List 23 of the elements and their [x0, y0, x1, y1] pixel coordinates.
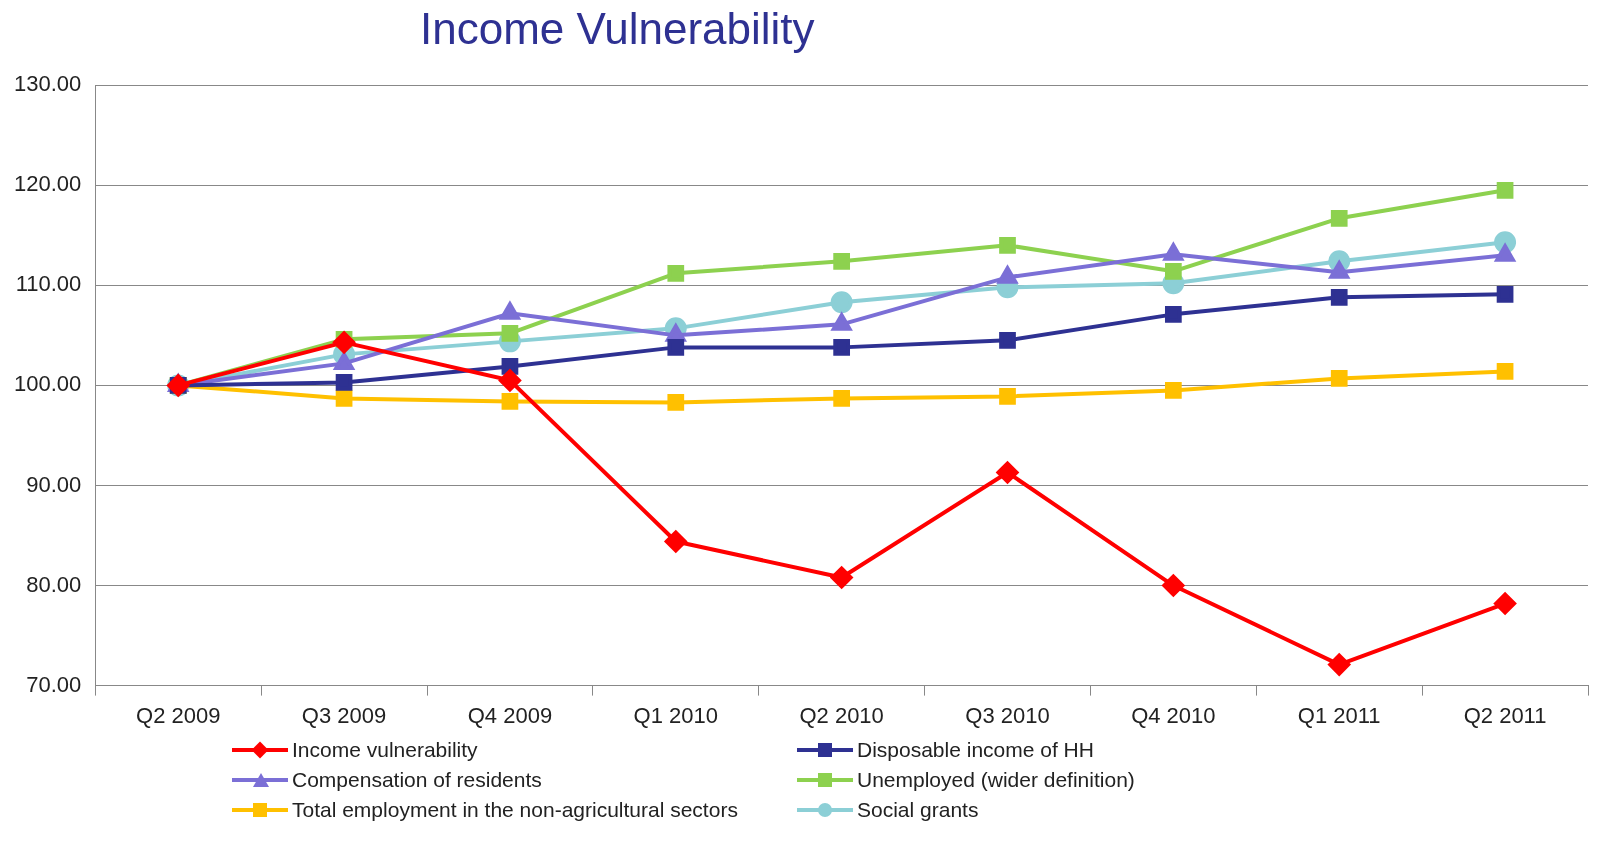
legend-label: Income vulnerability — [292, 738, 478, 762]
legend-label: Compensation of residents — [292, 768, 542, 792]
legend-label: Unemployed (wider definition) — [857, 768, 1135, 792]
x-tick-label: Q2 2011 — [1463, 702, 1547, 728]
y-tick-label: 70.00 — [26, 671, 82, 697]
y-tick-label: 120.00 — [13, 171, 82, 197]
legend-label: Total employment in the non-agricultural sectors — [292, 798, 738, 822]
y-tick-label: 100.00 — [13, 371, 82, 397]
legend-label: Disposable income of HH — [857, 738, 1094, 762]
y-tick-label: 110.00 — [15, 271, 82, 297]
x-tick-label: Q2 2010 — [799, 702, 884, 728]
x-tick-label: Q1 2011 — [1297, 702, 1381, 728]
chart-title: Income Vulnerability — [419, 3, 816, 55]
x-tick-label: Q2 2009 — [136, 702, 221, 728]
x-tick-label: Q1 2010 — [633, 702, 718, 728]
y-tick-label: 80.00 — [26, 571, 82, 597]
x-tick-label: Q4 2010 — [1131, 702, 1216, 728]
x-tick-label: Q3 2009 — [301, 702, 387, 728]
x-tick-label: Q3 2010 — [965, 702, 1050, 728]
y-tick-label: 90.00 — [26, 471, 82, 497]
y-tick-label: 130.00 — [13, 71, 82, 97]
x-tick-label: Q4 2009 — [467, 702, 553, 728]
legend-label: Social grants — [857, 798, 979, 822]
